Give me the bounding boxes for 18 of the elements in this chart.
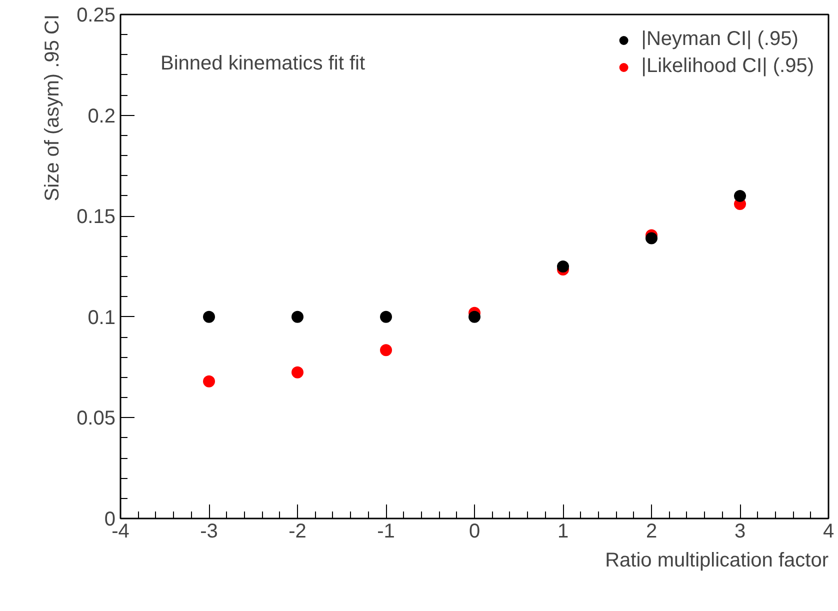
y-tick-label: 0.05 [76, 408, 116, 430]
x-tick-label: -2 [288, 520, 306, 542]
y-tick-label: 0.1 [88, 306, 116, 329]
x-axis-title: Ratio multiplication factor [605, 550, 829, 572]
y-tick-label: 0.25 [76, 4, 116, 26]
legend-label: |Likelihood CI| (.95) [641, 55, 814, 78]
x-tick-label: -1 [377, 520, 395, 542]
annotation: Binned kinematics fit fit [160, 52, 366, 74]
y-tick-label: 0.15 [76, 206, 116, 228]
x-tick-label: 4 [822, 520, 834, 542]
legend-label: |Neyman CI| (.95) [641, 28, 798, 51]
x-tick-label: 0 [468, 520, 480, 542]
x-tick-label: -3 [200, 520, 218, 542]
x-tick-label: 2 [646, 520, 658, 542]
y-axis-title: Size of (asym) .95 CI [42, 14, 64, 202]
y-tick-label: 0.2 [88, 105, 116, 128]
x-tick-label: 3 [734, 520, 746, 542]
x-tick-label: 1 [557, 520, 569, 542]
